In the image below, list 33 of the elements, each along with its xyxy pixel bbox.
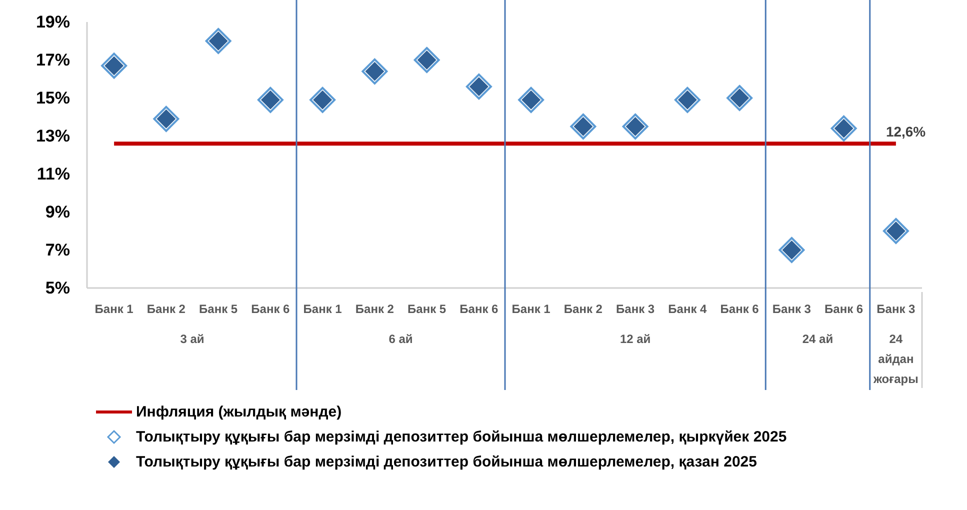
- x-tick-label: Банк 2: [146, 302, 186, 316]
- data-label: 12,6%: [886, 124, 926, 140]
- x-tick-label: Банк 5: [408, 302, 446, 316]
- x-tick-label: Банк 6: [251, 302, 290, 316]
- x-tick-label: Банк 1: [94, 302, 134, 316]
- x-tick-label: Банк 3: [876, 302, 916, 316]
- y-tick-label: 9%: [45, 202, 70, 222]
- x-tick-label: Банк 1: [512, 302, 551, 316]
- y-tick-label: 11%: [36, 164, 70, 184]
- x-tick-label: Банк 6: [824, 302, 864, 316]
- text: 3 ай: [180, 332, 204, 346]
- y-tick-label: 7%: [45, 240, 70, 260]
- y-tick-label: 19%: [36, 12, 70, 32]
- x-tick-label: Банк 2: [355, 302, 394, 316]
- y-tick-label: 13%: [36, 126, 70, 146]
- text: 24 ай: [802, 332, 834, 346]
- text: 24 айдан жоғары: [872, 332, 918, 386]
- text: 12 ай: [620, 332, 651, 346]
- x-tick-label: Банк 5: [199, 302, 238, 316]
- y-tick-label: 15%: [36, 88, 70, 108]
- legend-label: Толықтыру құқығы бар мерзімді депозиттер бойынша мөлшерлемелер, қыркүйек 2025: [136, 428, 787, 446]
- x-tick-label: Банк 3: [616, 302, 655, 316]
- y-tick-label: 5%: [45, 278, 70, 298]
- x-tick-label: Банк 2: [564, 302, 603, 316]
- legend-label: Инфляция (жылдық мәнде): [136, 404, 342, 420]
- x-tick-label: Банк 1: [303, 302, 342, 316]
- x-tick-label: Банк 6: [720, 302, 760, 316]
- x-tick-label: Банк 4: [668, 302, 708, 316]
- x-tick-label: Банк 3: [772, 302, 812, 316]
- text: 6 ай: [388, 332, 413, 346]
- legend-label: Толықтыру құқығы бар мерзімді депозиттер бойынша мөлшерлемелер, қазан 2025: [136, 454, 757, 470]
- x-tick-label: Банк 6: [460, 302, 499, 316]
- y-tick-label: 17%: [36, 50, 70, 70]
